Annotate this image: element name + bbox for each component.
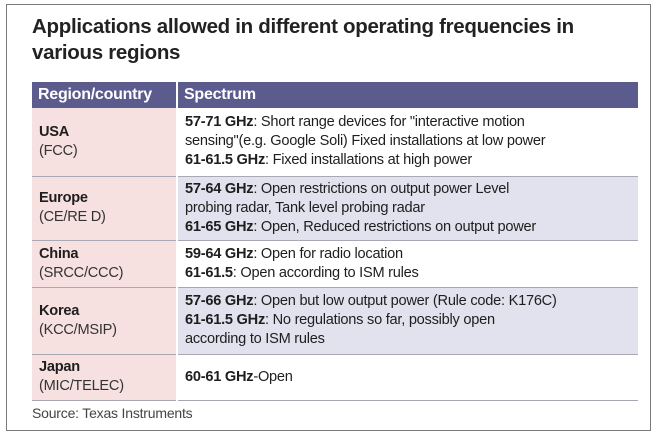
spectrum-line: sensing"(e.g. Google Soli) Fixed install…: [185, 132, 631, 151]
region-name: USA: [39, 123, 70, 140]
allowance-text: : Fixed installations at high power: [265, 152, 473, 169]
spectrum-line: 57-66 GHz: Open but low output power (Ru…: [185, 292, 631, 311]
spectrum-line: 59-64 GHz: Open for radio location: [185, 245, 631, 264]
region-cell: USA (FCC): [32, 108, 178, 177]
spectrum-line: 57-64 GHz: Open restrictions on output p…: [185, 180, 631, 199]
allowance-text: : Open according to ISM rules: [232, 264, 419, 281]
spectrum-line: 57-71 GHz: Short range devices for "inte…: [185, 113, 631, 132]
table-row: USA (FCC) 57-71 GHz: Short range devices f…: [32, 108, 638, 177]
spectrum-line: 61-61.5 GHz: No regulations so far, poss…: [185, 311, 631, 330]
column-header-spectrum: Spectrum: [177, 82, 638, 108]
regulatory-body: (FCC): [39, 142, 78, 159]
allowance-text: : Open for radio location: [253, 245, 403, 262]
spectrum-cell: 59-64 GHz: Open for radio location 61-61.…: [177, 240, 638, 288]
spectrum-cell: 60-61 GHz-Open: [177, 354, 638, 401]
spectrum-line: according to ISM rules: [185, 330, 631, 349]
frequency-range: 61-61.5 GHz: [185, 312, 265, 328]
region-name: China: [39, 245, 79, 262]
spectrum-cell: 57-64 GHz: Open restrictions on output p…: [177, 176, 638, 241]
frequency-range: 57-66 GHz: [185, 293, 254, 309]
allowance-text: sensing"(e.g. Google Soli) Fixed install…: [185, 133, 546, 150]
table-row: China (SRCC/CCC) 59-64 GHz: Open for radio…: [32, 240, 638, 288]
regulatory-body: (MIC/TELEC): [39, 378, 124, 394]
frequency-range: 57-71 GHz: [185, 114, 254, 131]
spectrum-line: probing radar, Tank level probing radar: [185, 199, 631, 218]
figure-frame: [6, 4, 651, 431]
region-cell: Japan (MIC/TELEC): [32, 354, 178, 401]
allowance-text: according to ISM rules: [185, 331, 325, 347]
header-row: Region/country Spectrum: [32, 82, 638, 108]
allowance-text: probing radar, Tank level probing radar: [185, 199, 425, 216]
frequency-range: 61-61.5 GHz: [185, 152, 265, 169]
spectrum-line: 61-65 GHz: Open, Reduced restrictions on…: [185, 218, 631, 237]
regulatory-body: (CE/RE D): [39, 209, 106, 225]
spectrum-line: 61-61.5 GHz: Fixed installations at high…: [185, 151, 631, 170]
frequency-range: 59-64 GHz: [185, 245, 254, 262]
allowance-text: : Open restrictions on output power Leve…: [253, 180, 510, 197]
spectrum-line: 61-61.5: Open according to ISM rules: [185, 264, 631, 283]
spectrum-cell: 57-66 GHz: Open but low output power (Ru…: [177, 287, 638, 355]
regulatory-body: (SRCC/CCC): [39, 264, 124, 281]
column-header-region: Region/country: [32, 82, 178, 108]
allowance-text: : Short range devices for "interactive m…: [253, 114, 525, 131]
allowance-text: : Open, Reduced restrictions on output p…: [253, 218, 536, 235]
region-cell: China (SRCC/CCC): [32, 240, 178, 288]
source-note: Source: Texas Instruments: [32, 405, 193, 421]
frequency-range: 61-65 GHz: [185, 218, 254, 235]
allowance-text: : Open but low output power (Rule code: …: [253, 293, 557, 309]
allowance-text: : No regulations so far, possibly open: [265, 312, 495, 328]
region-cell: Europe (CE/RE D): [32, 176, 178, 241]
spectrum-cell: 57-71 GHz: Short range devices for "inte…: [177, 108, 638, 177]
table-row: Europe (CE/RE D) 57-64 GHz: Open restricti…: [32, 176, 638, 241]
frequency-range: 61-61.5: [185, 264, 233, 281]
table-row: Japan (MIC/TELEC) 60-61 GHz-Open: [32, 354, 638, 401]
frequency-range: 60-61 GHz: [185, 368, 254, 385]
region-cell: Korea (KCC/MSIP): [32, 287, 178, 355]
allowance-text: -Open: [253, 368, 293, 385]
table-row: Korea (KCC/MSIP) 57-66 GHz: Open but low o…: [32, 287, 638, 355]
frequency-range: 57-64 GHz: [185, 180, 254, 197]
region-name: Europe: [39, 190, 88, 206]
spectrum-line: 60-61 GHz-Open: [185, 368, 631, 387]
region-name: Japan: [39, 359, 80, 375]
table-title: Applications allowed in different operat…: [32, 15, 574, 64]
regulatory-body: (KCC/MSIP): [39, 321, 117, 338]
region-name: Korea: [39, 302, 80, 319]
frequency-table: Region/country Spectrum USA (FCC) 57-71 GH…: [32, 82, 638, 401]
